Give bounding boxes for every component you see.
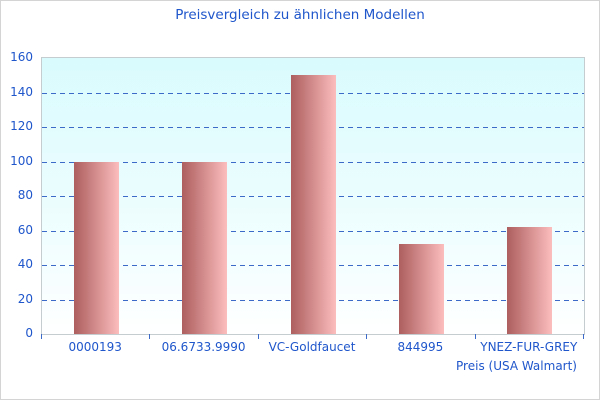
x-category-label: 06.6733.9990 (161, 340, 246, 354)
x-axis-tick (257, 334, 259, 339)
bar-844995 (398, 244, 444, 334)
y-tick-label: 0 (25, 326, 33, 340)
x-axis-tick (583, 334, 584, 339)
x-category-label: VC-Goldfaucet (268, 340, 356, 354)
chart-title: Preisvergleich zu ähnlichen Modellen (175, 7, 425, 23)
y-tick-label: 120 (10, 119, 33, 133)
y-tick-label: 160 (10, 50, 33, 64)
x-axis-tick (474, 334, 476, 339)
plot-area (41, 57, 585, 335)
x-axis-tick (366, 334, 368, 339)
x-axis-title: Preis (USA Walmart) (456, 359, 577, 373)
bar-06.6733.9990 (182, 161, 228, 334)
x-category-label: 0000193 (68, 340, 122, 354)
bar-YNEZ-FUR-GREY (507, 227, 553, 334)
x-axis-tick (149, 334, 151, 339)
x-category-label: YNEZ-FUR-GREY (480, 340, 578, 354)
y-tick-label: 40 (17, 257, 33, 271)
y-tick-label: 80 (17, 188, 33, 202)
y-tick-label: 60 (17, 222, 33, 237)
bar-0000193 (73, 161, 119, 334)
y-tick-label: 100 (10, 153, 33, 168)
y-tick-label: 140 (10, 84, 33, 99)
x-category-label: 844995 (397, 340, 444, 354)
bar-VC-Goldfaucet (290, 75, 336, 334)
x-axis-tick (41, 334, 42, 339)
y-tick-label: 20 (17, 291, 33, 306)
